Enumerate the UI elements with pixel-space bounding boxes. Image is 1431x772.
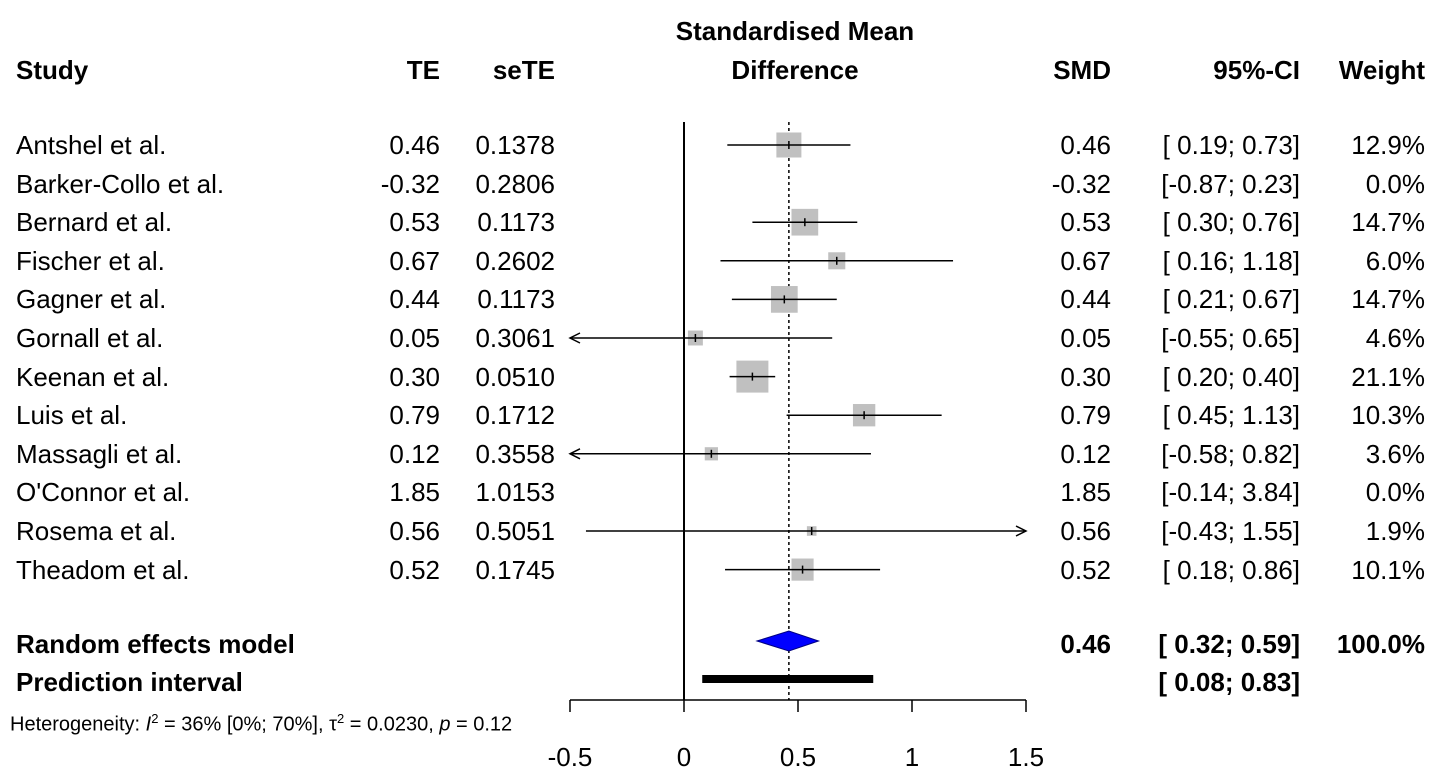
ci-arrow-left <box>568 448 581 460</box>
smd-value: 0.53 <box>1060 207 1111 238</box>
te-value: 0.05 <box>389 323 440 353</box>
sete-value: 0.1745 <box>475 554 555 585</box>
x-axis-tick-label: 0.5 <box>780 742 816 772</box>
study-name: Fischer et al. <box>16 245 165 276</box>
ci-value: [ 0.21; 0.67] <box>1162 284 1300 315</box>
study-name: Rosema et al. <box>16 516 177 546</box>
header-weight: Weight <box>1338 55 1425 85</box>
x-axis-tick-label: -0.5 <box>548 742 593 772</box>
study-name: Theadom et al. <box>16 554 190 585</box>
sete-value: 0.0510 <box>475 361 555 392</box>
weight-value: 10.3% <box>1351 400 1425 431</box>
smd-value: 0.67 <box>1060 245 1111 276</box>
smd-value: -0.32 <box>1051 168 1111 199</box>
header-smd: SMD <box>1053 55 1111 85</box>
smd-value: 0.12 <box>1060 438 1111 469</box>
study-name: Gagner et al. <box>16 284 167 315</box>
weight-value: 4.6% <box>1365 323 1425 353</box>
study-name: Keenan et al. <box>16 361 170 392</box>
sete-value: 0.1712 <box>475 400 555 431</box>
prediction-interval-ci: [ 0.08; 0.83] <box>1158 667 1300 697</box>
ci-value: [-0.55; 0.65] <box>1161 323 1300 353</box>
study-name: O'Connor et al. <box>16 477 191 508</box>
weight-value: 0.0% <box>1365 477 1425 508</box>
ci-value: [ 0.18; 0.86] <box>1162 554 1300 585</box>
sete-value: 0.3558 <box>475 438 555 469</box>
ci-value: [ 0.19; 0.73] <box>1162 130 1300 160</box>
study-name: Gornall et al. <box>16 323 164 353</box>
ci-arrow-right <box>1015 525 1028 537</box>
smd-value: 1.85 <box>1060 477 1111 508</box>
study-name: Barker-Collo et al. <box>16 168 225 199</box>
te-value: 0.46 <box>389 130 440 160</box>
te-value: 0.53 <box>389 207 440 238</box>
sete-value: 0.1173 <box>477 207 555 238</box>
te-value: 0.52 <box>389 554 440 585</box>
te-value: 0.56 <box>389 516 440 546</box>
sete-value: 0.5051 <box>475 516 555 546</box>
weight-value: 3.6% <box>1365 438 1425 469</box>
x-axis-tick-label: 0 <box>677 742 691 772</box>
random-effects-label: Random effects model <box>16 629 295 659</box>
te-value: 0.30 <box>389 361 440 392</box>
ci-value: [ 0.16; 1.18] <box>1162 245 1300 276</box>
ci-value: [ 0.20; 0.40] <box>1162 361 1300 392</box>
ci-value: [-0.87; 0.23] <box>1161 168 1300 199</box>
plot-title-line1: Standardised Mean <box>675 16 915 46</box>
sete-value: 0.3061 <box>475 323 555 353</box>
weight-value: 6.0% <box>1365 245 1425 276</box>
heterogeneity-text: Heterogeneity: I2 = 36% [0%; 70%], τ2 = … <box>10 711 513 736</box>
te-value: 0.79 <box>389 400 440 431</box>
header-study: Study <box>16 55 89 85</box>
x-axis-tick-label: 1.5 <box>1008 742 1044 772</box>
header-ci: 95%-CI <box>1213 55 1300 85</box>
weight-value: 12.9% <box>1351 130 1425 160</box>
smd-value: 0.44 <box>1060 284 1111 315</box>
study-name: Luis et al. <box>16 400 128 431</box>
smd-value: 0.05 <box>1060 323 1111 353</box>
prediction-interval-bar <box>702 675 874 683</box>
random-effects-weight: 100.0% <box>1336 629 1425 659</box>
te-value: -0.32 <box>380 168 440 199</box>
smd-value: 0.46 <box>1060 130 1111 160</box>
sete-value: 1.0153 <box>475 477 555 508</box>
header-sete: seTE <box>492 55 555 85</box>
weight-value: 0.0% <box>1365 168 1425 199</box>
random-effects-smd: 0.46 <box>1060 629 1111 659</box>
weight-value: 10.1% <box>1351 554 1425 585</box>
study-name: Bernard et al. <box>16 207 173 238</box>
smd-value: 0.30 <box>1060 361 1111 392</box>
random-effects-diamond <box>755 630 821 652</box>
ci-value: [-0.58; 0.82] <box>1161 438 1300 469</box>
ci-value: [-0.43; 1.55] <box>1161 516 1300 546</box>
te-value: 0.44 <box>389 284 440 315</box>
te-value: 0.67 <box>389 245 440 276</box>
study-name: Massagli et al. <box>16 438 183 469</box>
sete-value: 0.2602 <box>475 245 555 276</box>
te-value: 1.85 <box>389 477 440 508</box>
ci-value: [-0.14; 3.84] <box>1161 477 1300 508</box>
smd-value: 0.79 <box>1060 400 1111 431</box>
sete-value: 0.1173 <box>477 284 555 315</box>
prediction-interval-label: Prediction interval <box>16 667 243 697</box>
plot-title-line2: Difference <box>731 55 859 85</box>
te-value: 0.12 <box>389 438 440 469</box>
weight-value: 21.1% <box>1351 361 1425 392</box>
ci-arrow-left <box>568 332 581 344</box>
header-te: TE <box>406 55 440 85</box>
sete-value: 0.2806 <box>475 168 555 199</box>
smd-value: 0.56 <box>1060 516 1111 546</box>
random-effects-ci: [ 0.32; 0.59] <box>1158 629 1300 659</box>
sete-value: 0.1378 <box>475 130 555 160</box>
study-name: Antshel et al. <box>16 130 167 160</box>
weight-value: 1.9% <box>1365 516 1425 546</box>
x-axis-tick-label: 1 <box>905 742 919 772</box>
smd-value: 0.52 <box>1060 554 1111 585</box>
weight-value: 14.7% <box>1351 284 1425 315</box>
ci-value: [ 0.30; 0.76] <box>1162 207 1300 238</box>
ci-value: [ 0.45; 1.13] <box>1162 400 1300 431</box>
weight-value: 14.7% <box>1351 207 1425 238</box>
